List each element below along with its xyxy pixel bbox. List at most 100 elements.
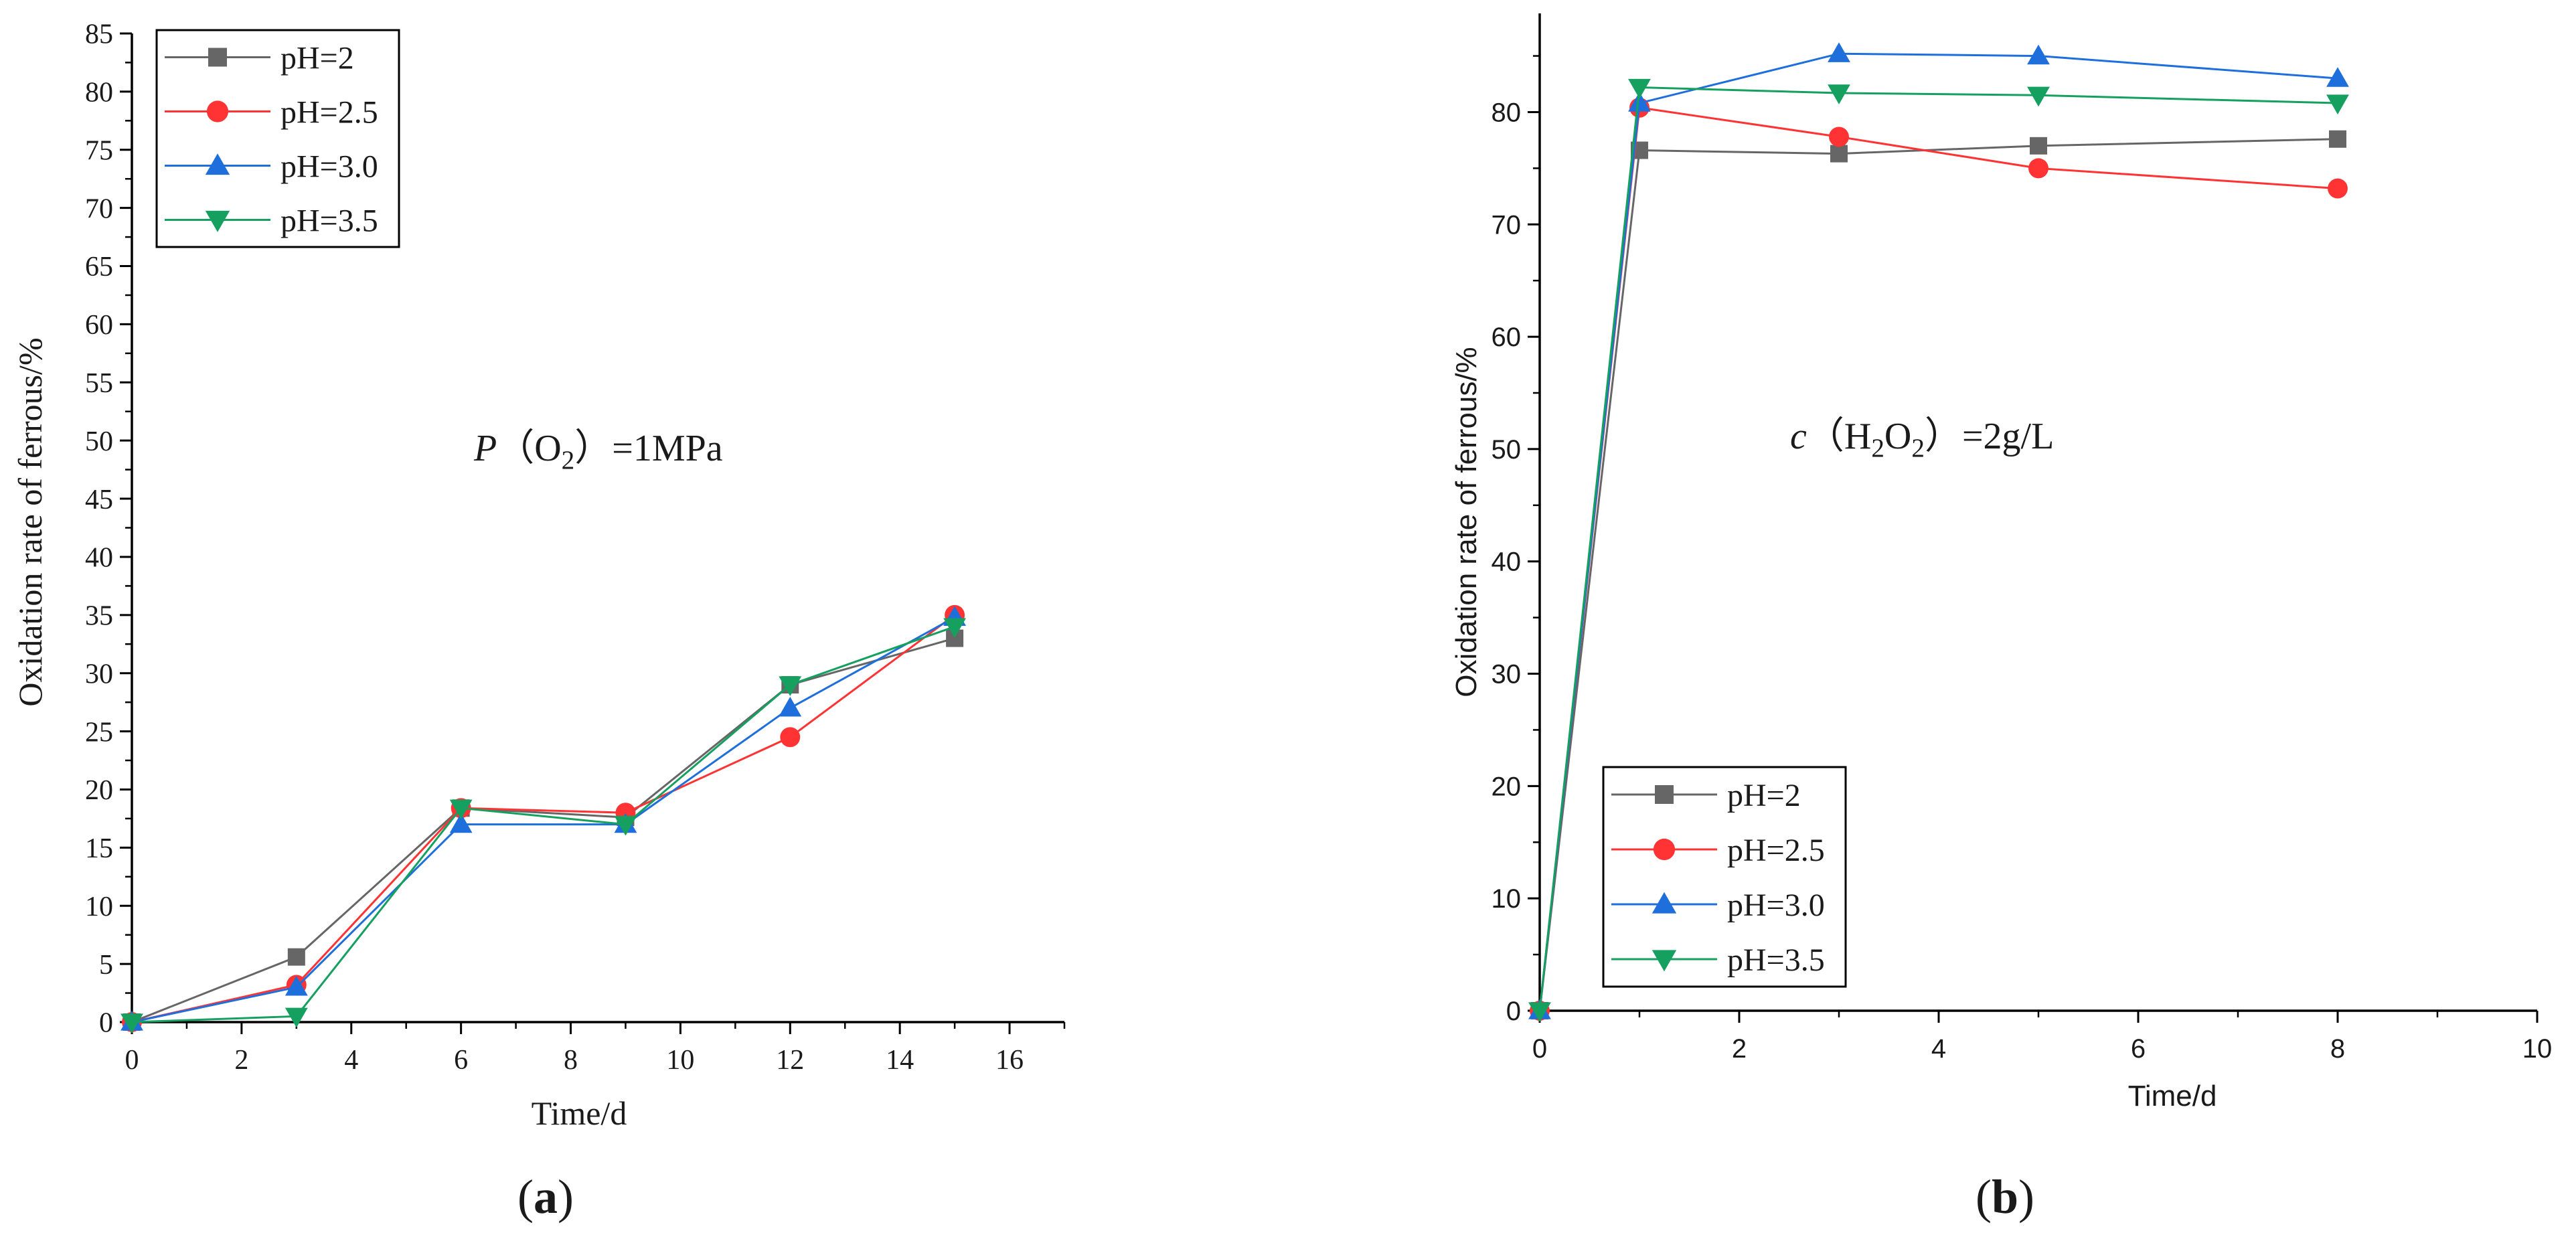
x-tick-label: 0 xyxy=(125,1045,139,1076)
data-point xyxy=(2328,178,2348,199)
y-tick-label: 5 xyxy=(99,950,113,981)
y-tick-label: 35 xyxy=(85,601,113,632)
annotation-part: O xyxy=(1884,416,1911,457)
data-point xyxy=(1828,42,1850,62)
data-point xyxy=(779,696,802,717)
legend: pH=2 pH=2.5 pH=3.0 pH=3.5 xyxy=(1602,766,1847,988)
chart-a: 0 2 4 6 8 10 12 14 16 0 5 10 15 20 25 30 35 40 45 50 55 60 65 7… xyxy=(11,19,1066,1224)
chart-b: 0 2 4 6 8 10 0 10 20 30 40 50 60 70 80 Time/d Oxidation … xyxy=(1450,13,2552,1224)
annotation-part: 2 xyxy=(562,446,575,475)
x-tick-label: 4 xyxy=(1931,1034,1946,1064)
y-axis-label: Oxidation rate of ferrous/% xyxy=(1450,347,1483,697)
x-tick-label: 8 xyxy=(564,1045,578,1076)
x-tick-label: 10 xyxy=(666,1045,694,1076)
y-tick-label: 65 xyxy=(85,252,113,282)
legend-label: pH=3.5 xyxy=(280,203,378,238)
x-tick-label: 16 xyxy=(995,1045,1024,1076)
y-tick-label: 45 xyxy=(85,485,113,515)
data-point xyxy=(2027,44,2050,65)
data-point xyxy=(1830,145,1848,163)
x-tick-label: 2 xyxy=(1732,1034,1747,1064)
data-point xyxy=(2326,94,2349,114)
series-pH=2.5 xyxy=(122,604,965,1032)
y-tick-label: 20 xyxy=(1492,772,1522,801)
annotation-part: （H xyxy=(1807,416,1871,457)
series-line xyxy=(131,637,955,1023)
legend-marker xyxy=(1652,892,1677,914)
legend-marker xyxy=(205,210,230,232)
x-tick-label: 6 xyxy=(2131,1034,2146,1064)
y-tick-label: 0 xyxy=(1506,997,1521,1026)
legend-marker xyxy=(1655,785,1674,804)
y-tick-label: 80 xyxy=(1492,98,1522,127)
legend-box xyxy=(1602,766,1847,988)
y-tick-label: 0 xyxy=(99,1008,113,1039)
legend-marker xyxy=(206,100,229,122)
y-tick-label: 50 xyxy=(85,426,113,457)
data-point xyxy=(1528,1002,1551,1022)
y-tick-label: 40 xyxy=(85,543,113,574)
annotation-part: P xyxy=(473,428,497,469)
condition-annotation: c（H2O2）=2g/L xyxy=(1790,416,2054,463)
data-point xyxy=(2027,86,2050,107)
y-tick-label: 40 xyxy=(1492,548,1522,577)
data-point xyxy=(1628,92,1651,112)
y-tick-label: 10 xyxy=(1492,884,1522,914)
y-tick-label: 30 xyxy=(85,659,113,689)
data-point xyxy=(779,676,802,696)
x-tick-label: 4 xyxy=(344,1045,358,1076)
annotation-part: c xyxy=(1790,416,1807,457)
data-point xyxy=(285,1007,308,1028)
y-tick-label: 20 xyxy=(85,775,113,806)
annotation-part: （O xyxy=(497,428,561,469)
series-pH=3.0 xyxy=(120,606,967,1031)
y-tick-label: 15 xyxy=(85,833,113,864)
data-point xyxy=(285,975,308,996)
x-axis-label: Time/d xyxy=(532,1094,627,1132)
legend-label: pH=3.5 xyxy=(1727,942,1825,978)
data-point xyxy=(449,813,473,833)
annotation-part: 2 xyxy=(1871,434,1884,463)
x-tick-label: 14 xyxy=(886,1045,914,1076)
data-point xyxy=(120,1013,143,1033)
legend-label: pH=2.5 xyxy=(1727,833,1825,868)
data-point xyxy=(780,727,801,748)
legend-label: pH=2 xyxy=(1727,778,1801,813)
annotation-part: ）=1MPa xyxy=(574,428,723,469)
legend-marker xyxy=(208,48,227,67)
legend-marker xyxy=(1652,950,1677,972)
data-point xyxy=(614,815,637,836)
panel-label: (b) xyxy=(1976,1170,2034,1224)
y-tick-label: 55 xyxy=(85,368,113,399)
y-tick-label: 25 xyxy=(85,717,113,748)
y-tick-label: 85 xyxy=(85,19,113,50)
y-tick-label: 30 xyxy=(1492,660,1522,689)
data-point xyxy=(2028,158,2048,179)
series-pH=2 xyxy=(1531,130,2346,1019)
y-tick-label: 75 xyxy=(85,135,113,166)
x-tick-label: 6 xyxy=(454,1045,468,1076)
series-line xyxy=(131,625,955,1023)
x-tick-label: 10 xyxy=(2522,1034,2553,1064)
legend-box xyxy=(155,29,400,248)
y-tick-label: 70 xyxy=(85,193,113,224)
y-tick-label: 80 xyxy=(85,78,113,108)
legend: pH=2 pH=2.5 pH=3.0 pH=3.5 xyxy=(155,29,400,248)
x-axis-label: Time/d xyxy=(2128,1080,2217,1112)
legend-label: pH=2.5 xyxy=(280,94,378,130)
series-line xyxy=(131,614,956,1023)
series-pH=2 xyxy=(123,629,964,1031)
legend-marker xyxy=(1653,838,1676,861)
legend-label: pH=2 xyxy=(280,40,354,76)
y-tick-label: 10 xyxy=(85,892,113,922)
data-point xyxy=(943,618,967,639)
x-tick-label: 0 xyxy=(1532,1034,1547,1064)
series-pH=3.5 xyxy=(1528,78,2349,1022)
condition-annotation: P（O2）=1MPa xyxy=(473,428,723,475)
legend-label: pH=3.0 xyxy=(280,149,378,184)
x-tick-label: 12 xyxy=(776,1045,804,1076)
annotation-part: ）=2g/L xyxy=(1925,416,2054,457)
data-point xyxy=(287,948,305,966)
y-tick-label: 70 xyxy=(1492,210,1522,240)
